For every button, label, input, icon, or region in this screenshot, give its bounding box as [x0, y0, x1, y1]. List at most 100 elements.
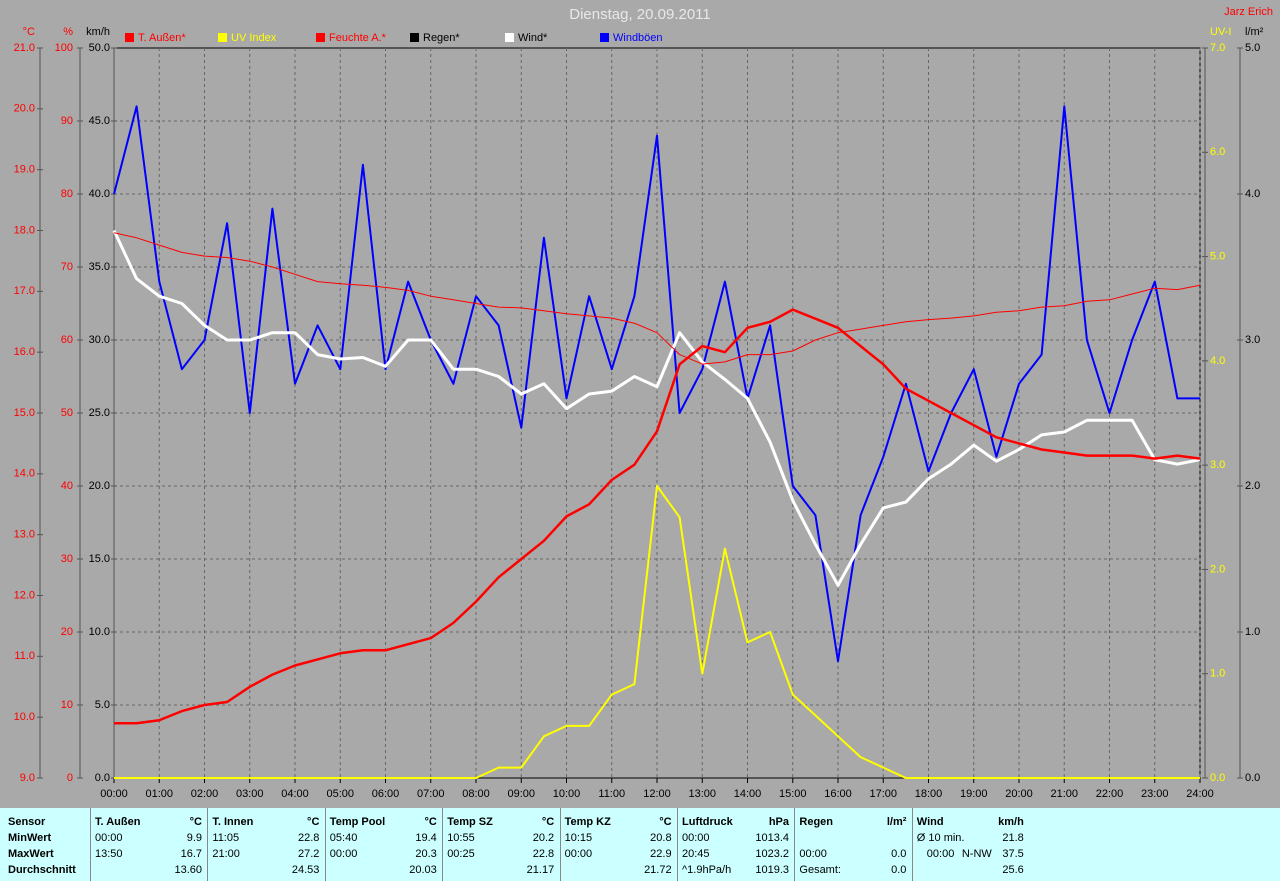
cell-value: 0.0 — [891, 864, 907, 876]
cell-time: 00:00 — [329, 848, 358, 860]
x-tick-label: 19:00 — [960, 788, 988, 800]
series-line — [112, 229, 1201, 587]
x-tick-label: 11:00 — [598, 788, 625, 800]
axis-title: UV-I — [1210, 26, 1231, 38]
axis-title: l/m² — [1245, 26, 1264, 38]
y-tick-label: 16.0 — [14, 346, 35, 358]
cell-time: 10:15 — [564, 832, 593, 844]
y-tick-label: 1.0 — [1210, 668, 1225, 680]
series-line — [114, 485, 1200, 779]
y-tick-label: 13.0 — [14, 529, 35, 541]
y-tick-label: 5.0 — [1210, 250, 1225, 262]
y-tick-label: 1.0 — [1245, 626, 1260, 638]
y-tick-label: 50.0 — [89, 42, 110, 54]
cell-value: 20.03 — [409, 864, 437, 876]
column-unit: °C — [541, 816, 555, 828]
chart: Dienstag, 20.09.2011 Jarz Erich 00:00 01:… — [14, 6, 1273, 800]
y-tick-label: 30 — [61, 553, 73, 565]
x-tick-label: 21:00 — [1050, 788, 1078, 800]
cell-time: ^1.9hPa/h — [682, 864, 732, 876]
y-tick-label: 100 — [55, 42, 73, 54]
y-tick-label: 5.0 — [1245, 42, 1260, 54]
y-tick-label: 20.0 — [14, 103, 35, 115]
x-tick-label: 22:00 — [1096, 788, 1124, 800]
column-name: Temp KZ — [564, 816, 611, 828]
x-tick-label: 17:00 — [869, 788, 897, 800]
x-tick-label: 18:00 — [915, 788, 943, 800]
y-tick-label: 3.0 — [1210, 459, 1225, 471]
x-tick-label: 24:00 — [1186, 788, 1214, 800]
y-tick-label: 25.0 — [89, 407, 110, 419]
cell-value: 22.8 — [532, 848, 555, 860]
y-tick-label: 35.0 — [89, 261, 110, 273]
x-tick-label: 00:00 — [100, 788, 128, 800]
cell-time: 00:25 — [447, 848, 475, 860]
x-tick-label: 15:00 — [779, 788, 807, 800]
x-tick-label: 04:00 — [281, 788, 309, 800]
y-tick-label: 21.0 — [14, 42, 35, 54]
legend-swatch — [410, 33, 419, 42]
column-unit: °C — [424, 816, 437, 828]
y-tick-label: 20 — [61, 626, 73, 638]
cell-extra: N-NW — [961, 848, 992, 860]
cell-time: Gesamt: — [799, 864, 841, 876]
cell-value: 9.9 — [186, 832, 202, 844]
legend-label: Windböen — [613, 32, 663, 44]
legend-swatch — [125, 33, 134, 42]
column-name: Luftdruck — [682, 816, 733, 828]
legend-label: Wind* — [518, 32, 548, 44]
column-unit: l/m² — [886, 816, 907, 828]
y-tick-label: 12.0 — [14, 589, 35, 601]
cell-time: 00:00 — [926, 848, 955, 860]
y-tick-label: 18.0 — [14, 224, 35, 236]
y-tick-label: 10.0 — [89, 626, 110, 638]
y-tick-label: 15.0 — [89, 553, 110, 565]
x-tick-label: 09:00 — [507, 788, 535, 800]
x-tick-label: 23:00 — [1141, 788, 1169, 800]
column-unit: hPa — [768, 816, 789, 828]
y-tick-label: 15.0 — [14, 407, 35, 419]
cell-time: 10:55 — [447, 832, 475, 844]
cell-time: 20:45 — [682, 848, 710, 860]
cell-value: 25.6 — [1002, 864, 1024, 876]
cell-time: 21:00 — [212, 848, 240, 860]
y-tick-label: 50 — [61, 407, 73, 419]
y-tick-label: 30.0 — [89, 334, 110, 346]
y-tick-label: 9.0 — [20, 772, 35, 784]
column-unit: °C — [659, 816, 672, 828]
column-divider — [794, 808, 796, 881]
y-tick-label: 0.0 — [95, 772, 110, 784]
column-unit: °C — [307, 816, 320, 828]
axis-title: km/h — [86, 26, 110, 38]
y-tick-label: 10.0 — [14, 711, 35, 723]
row-label: Sensor — [8, 816, 46, 828]
x-tick-label: 16:00 — [824, 788, 852, 800]
cell-value: 16.7 — [180, 848, 202, 860]
column-divider — [911, 808, 913, 881]
series-line — [114, 308, 1201, 725]
y-tick-label: 7.0 — [1210, 42, 1225, 54]
column-name: Wind — [916, 816, 944, 828]
y-tick-label: 40 — [61, 480, 73, 492]
column-unit: °C — [189, 816, 202, 828]
cell-value: 0.0 — [891, 848, 907, 860]
cell-time: 00:00 — [564, 848, 593, 860]
legend-swatch — [600, 33, 609, 42]
x-tick-label: 08:00 — [462, 788, 490, 800]
y-tick-label: 2.0 — [1210, 563, 1225, 575]
y-tick-label: 6.0 — [1210, 146, 1225, 158]
cell-time: Ø 10 min. — [916, 832, 965, 844]
cell-value: 1013.4 — [755, 832, 789, 844]
series-line — [113, 105, 1200, 663]
author: Jarz Erich — [1224, 6, 1273, 18]
cell-value: 21.17 — [526, 864, 555, 876]
column-name: Regen — [799, 816, 834, 828]
legend-swatch — [505, 33, 514, 42]
y-tick-label: 0 — [67, 772, 73, 784]
x-tick-label: 05:00 — [326, 788, 354, 800]
cell-time: 13:50 — [95, 848, 123, 860]
legend-label: UV Index — [231, 32, 277, 44]
cell-value: 13.60 — [174, 864, 202, 876]
x-tick-label: 20:00 — [1005, 788, 1033, 800]
column-unit: km/h — [998, 816, 1024, 828]
